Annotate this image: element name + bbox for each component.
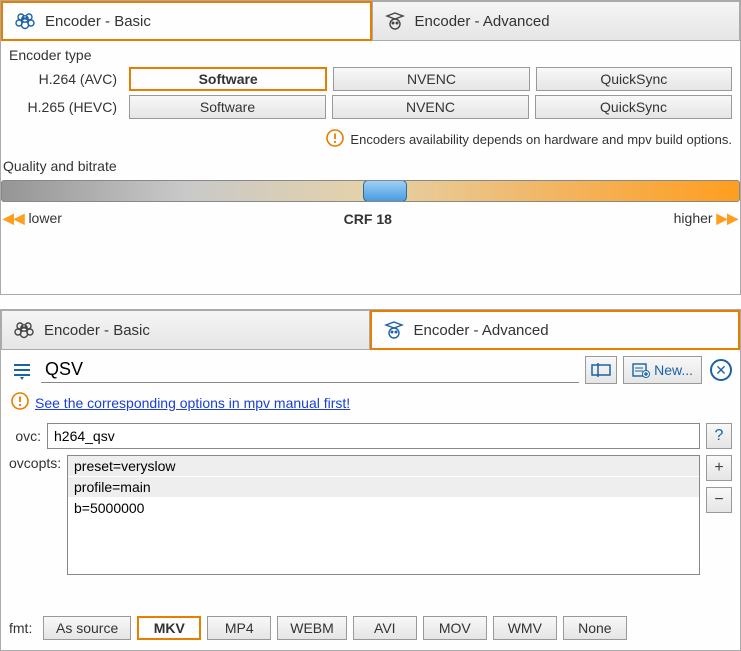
tab-encoder-basic[interactable]: Encoder - Basic [1, 310, 370, 350]
ovcopts-label: ovcopts: [9, 455, 61, 471]
encoder-basic-panel: Encoder - Basic Encoder - Advanced Encod… [0, 0, 741, 295]
sheep-icon [13, 9, 37, 33]
list-icon[interactable] [9, 357, 35, 383]
manual-link-row: See the corresponding options in mpv man… [1, 388, 740, 421]
panel1-tabs: Encoder - Basic Encoder - Advanced [1, 1, 740, 41]
fmt-label: fmt: [9, 620, 37, 636]
sheep-icon [12, 318, 36, 342]
encoder-btn-nvenc[interactable]: NVENC [333, 67, 529, 91]
fmt-wmv[interactable]: WMV [493, 616, 557, 640]
list-item[interactable]: preset=veryslow [68, 456, 699, 477]
tab-label: Encoder - Advanced [415, 13, 550, 30]
codec-label: H.265 (HEVC) [9, 99, 123, 115]
preset-search-input[interactable] [41, 357, 579, 383]
help-button[interactable]: ? [706, 423, 732, 449]
encoder-info: Encoders availability depends on hardwar… [1, 125, 740, 154]
remove-option-button[interactable]: − [706, 487, 732, 513]
list-item[interactable]: profile=main [68, 477, 699, 498]
manual-link[interactable]: See the corresponding options in mpv man… [35, 395, 350, 411]
encoder-btn-quicksync[interactable]: QuickSync [535, 95, 732, 119]
slider-caption: ◀◀ lower CRF 18 higher ▶▶ [1, 204, 740, 233]
encoder-type-label: Encoder type [9, 47, 732, 63]
fmt-as-source[interactable]: As source [43, 616, 131, 640]
graduate-sheep-icon [383, 9, 407, 33]
encoder-type-section: Encoder type H.264 (AVC) Software NVENC … [1, 41, 740, 125]
fmt-webm[interactable]: WEBM [277, 616, 347, 640]
tab-label: Encoder - Basic [44, 322, 150, 339]
ovc-input[interactable] [47, 423, 700, 449]
ovcopts-list[interactable]: preset=veryslow profile=main b=5000000 [67, 455, 700, 575]
encoder-advanced-panel: Encoder - Basic Encoder - Advanced New..… [0, 309, 741, 651]
encoder-btn-nvenc[interactable]: NVENC [332, 95, 529, 119]
close-button[interactable]: ✕ [710, 359, 732, 381]
tab-encoder-basic[interactable]: Encoder - Basic [1, 1, 372, 41]
encoder-btn-software[interactable]: Software [129, 95, 326, 119]
encoder-row-h265: H.265 (HEVC) Software NVENC QuickSync [9, 95, 732, 119]
fmt-avi[interactable]: AVI [353, 616, 417, 640]
slider-value: CRF 18 [344, 211, 392, 227]
slider-track[interactable] [1, 180, 740, 202]
advanced-toolbar: New... ✕ [1, 350, 740, 388]
list-item[interactable]: b=5000000 [68, 498, 699, 519]
tab-encoder-advanced[interactable]: Encoder - Advanced [370, 310, 741, 350]
slider-higher[interactable]: higher ▶▶ [674, 210, 738, 227]
panel2-tabs: Encoder - Basic Encoder - Advanced [1, 310, 740, 350]
graduate-sheep-icon [382, 318, 406, 342]
ovcopts-row: ovcopts: preset=veryslow profile=main b=… [1, 451, 740, 579]
tab-label: Encoder - Advanced [414, 322, 549, 339]
fmt-mov[interactable]: MOV [423, 616, 487, 640]
encoder-btn-quicksync[interactable]: QuickSync [536, 67, 732, 91]
slider-lower[interactable]: ◀◀ lower [3, 210, 62, 227]
add-option-button[interactable]: + [706, 455, 732, 481]
quality-label: Quality and bitrate [1, 154, 740, 178]
rename-button[interactable] [585, 356, 617, 384]
encoder-row-h264: H.264 (AVC) Software NVENC QuickSync [9, 67, 732, 91]
forward-icon: ▶▶ [716, 210, 738, 226]
info-text: Encoders availability depends on hardwar… [350, 132, 732, 147]
new-label: New... [654, 362, 693, 378]
fmt-none[interactable]: None [563, 616, 627, 640]
warning-icon [11, 392, 29, 413]
fmt-mp4[interactable]: MP4 [207, 616, 271, 640]
fmt-mkv[interactable]: MKV [137, 616, 201, 640]
codec-label: H.264 (AVC) [9, 71, 123, 87]
encoder-btn-software[interactable]: Software [129, 67, 327, 91]
ovc-row: ovc: ? [1, 421, 740, 451]
ovc-label: ovc: [9, 428, 41, 444]
rewind-icon: ◀◀ [3, 210, 25, 226]
tab-label: Encoder - Basic [45, 13, 151, 30]
tab-encoder-advanced[interactable]: Encoder - Advanced [372, 1, 741, 41]
quality-slider [1, 178, 740, 204]
warning-icon [326, 129, 344, 150]
slider-thumb[interactable] [363, 180, 407, 202]
new-preset-button[interactable]: New... [623, 356, 702, 384]
format-row: fmt: As source MKV MP4 WEBM AVI MOV WMV … [1, 610, 740, 646]
